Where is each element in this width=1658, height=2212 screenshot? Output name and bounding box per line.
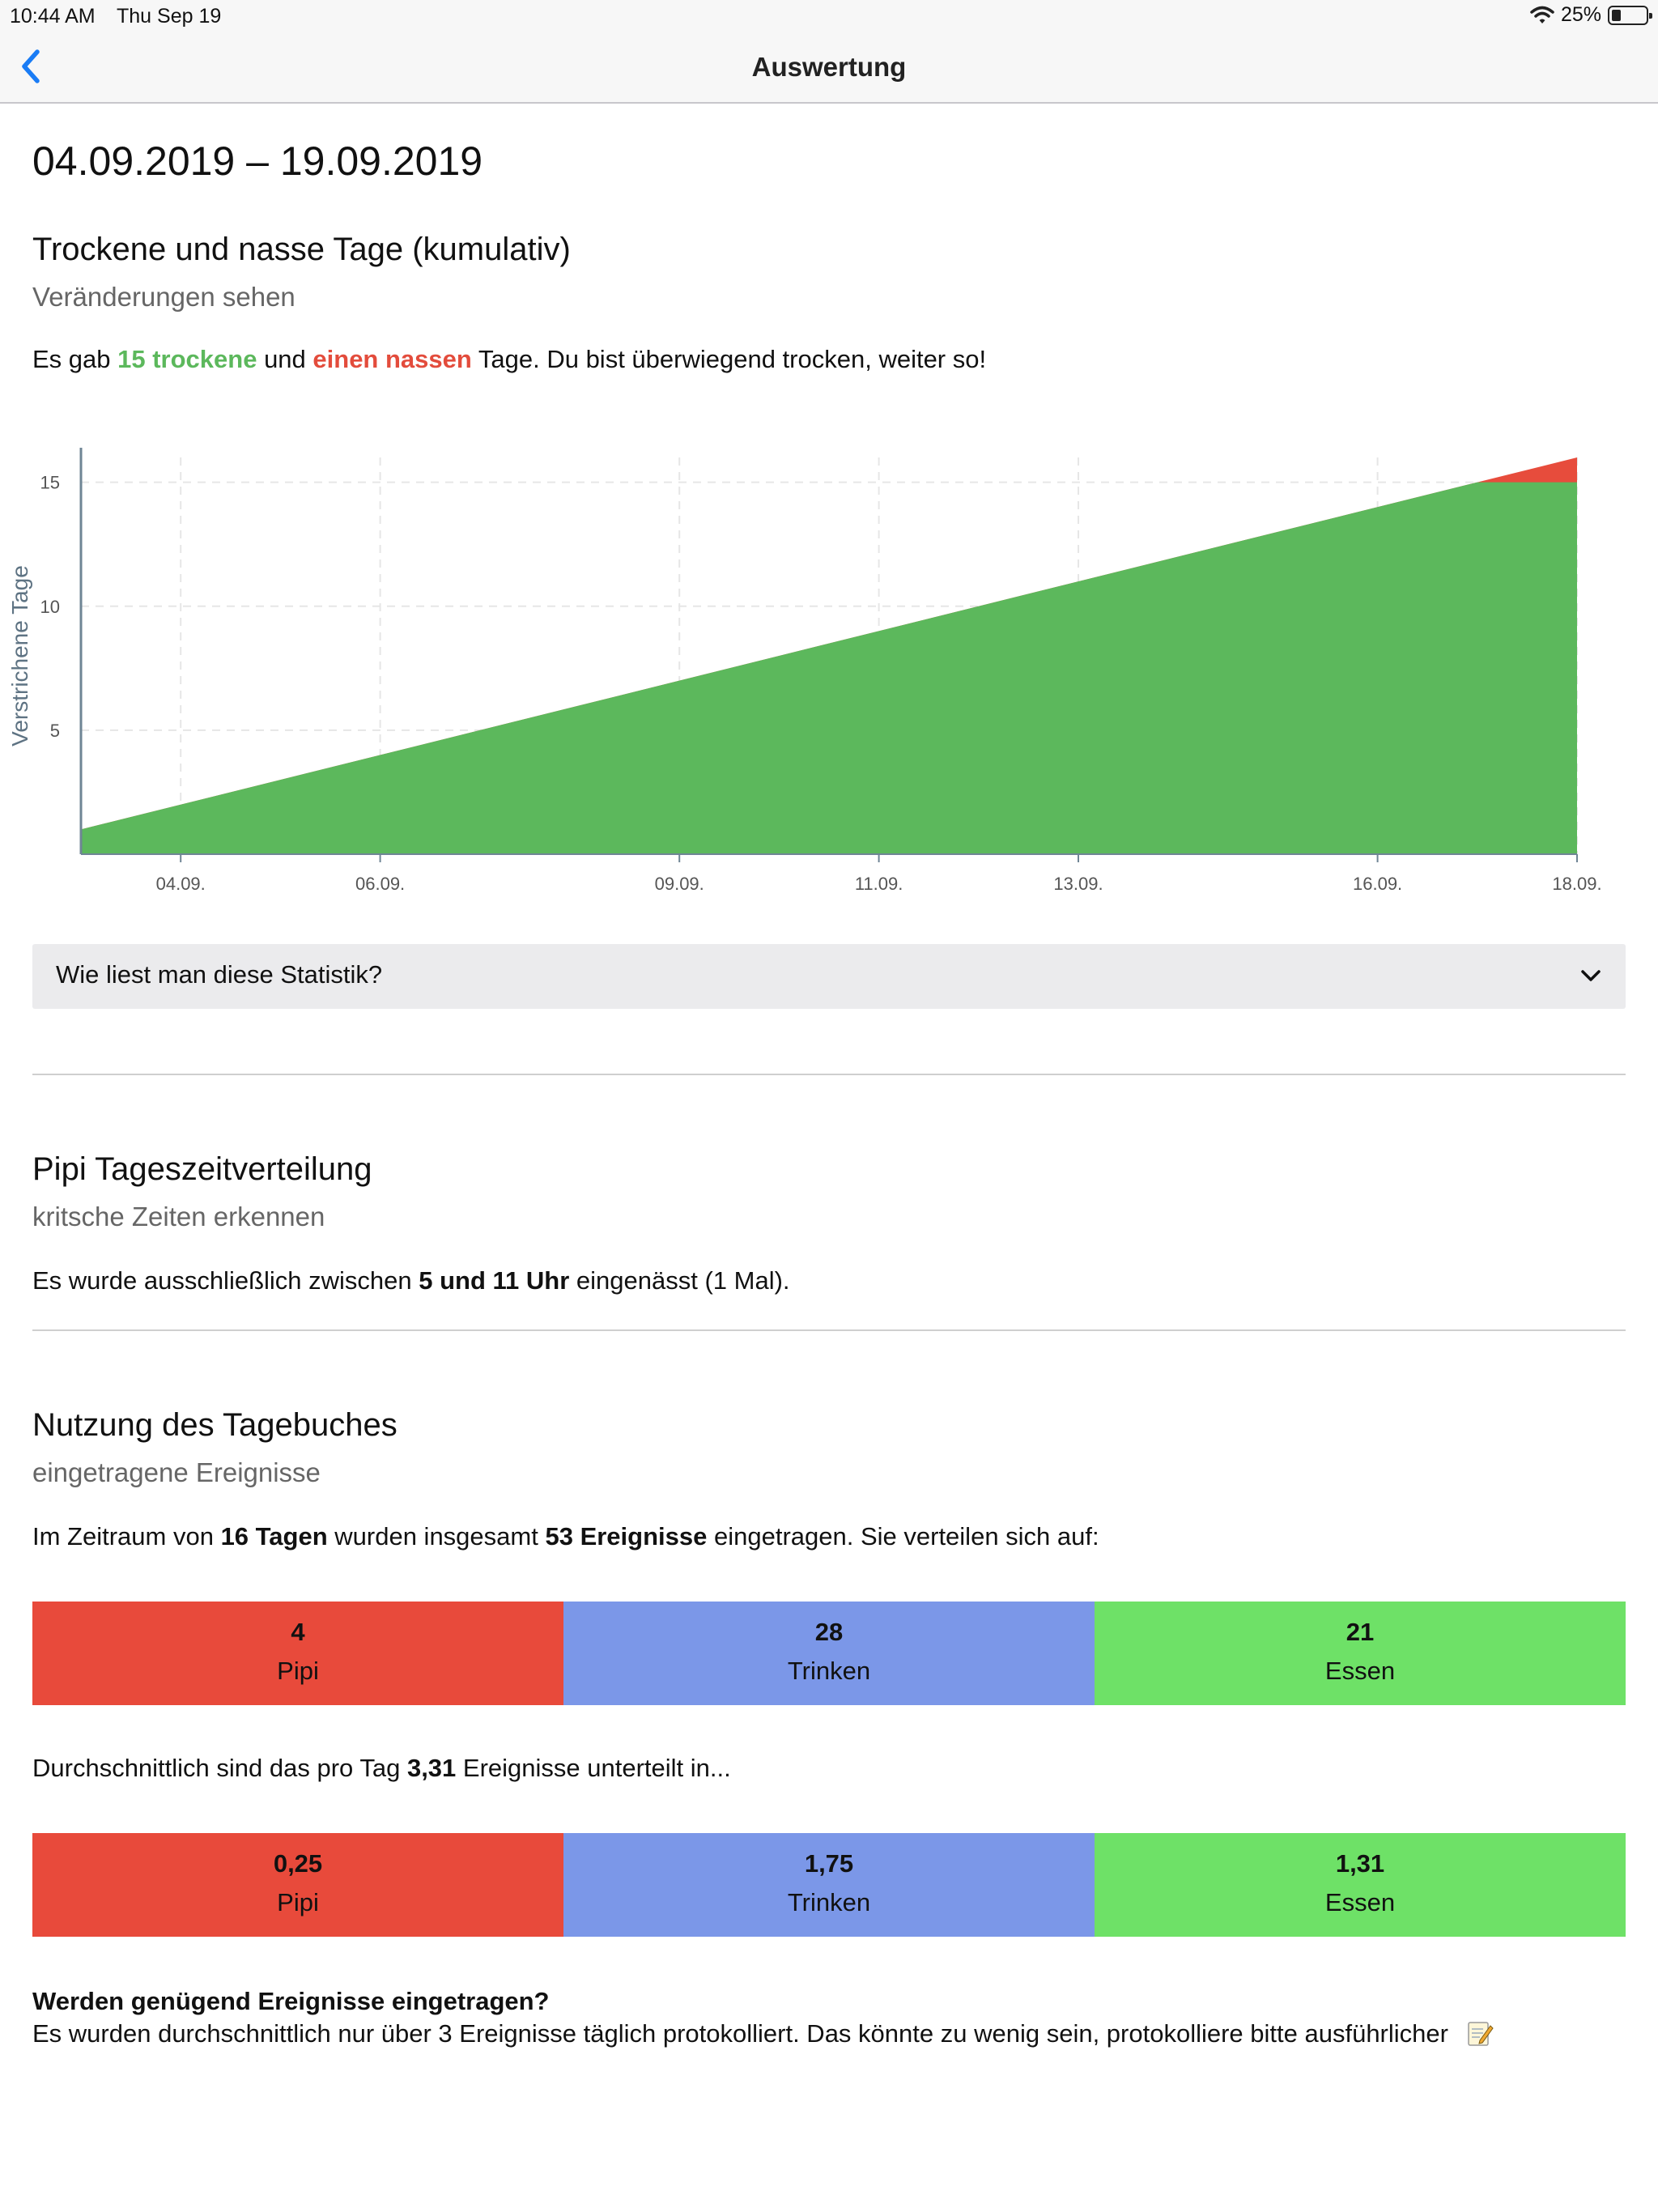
- accordion-label: Wie liest man diese Statistik?: [56, 960, 383, 989]
- divider: [32, 1074, 1626, 1075]
- x-tick-label: 04.09.: [156, 874, 206, 894]
- dry-wet-summary: Es gab 15 trockene und einen nassen Tage…: [32, 345, 987, 373]
- totals-trinken-segment: 28 Trinken: [563, 1602, 1095, 1705]
- y-tick-label: 5: [50, 721, 60, 741]
- y-tick-label: 10: [40, 597, 60, 617]
- y-axis-label: Verstrichene Tage: [7, 565, 32, 747]
- event-totals-bar: 4 Pipi 28 Trinken 21 Essen: [32, 1602, 1626, 1705]
- battery-percent: 25%: [1560, 3, 1601, 26]
- dry-wet-title: Trockene und nasse Tage (kumulativ): [32, 232, 571, 267]
- x-tick-label: 11.09.: [855, 874, 903, 894]
- question-heading: Werden genügend Ereignisse eingetragen?: [32, 1987, 550, 2015]
- usage-title: Nutzung des Tagebuches: [32, 1407, 397, 1443]
- memo-icon: [1467, 2022, 1494, 2046]
- avg-essen-segment: 1,31 Essen: [1095, 1833, 1626, 1937]
- battery-icon: [1608, 5, 1652, 25]
- x-tick-label: 18.09.: [1552, 874, 1601, 894]
- avg-pipi-segment: 0,25 Pipi: [32, 1833, 563, 1937]
- dry-count: 15 trockene: [117, 345, 257, 373]
- back-chevron-icon[interactable]: [8, 42, 57, 91]
- question-answer: Es wurden durchschnittlich nur über 3 Er…: [32, 2018, 1494, 2048]
- statistics-help-accordion[interactable]: Wie liest man diese Statistik?: [32, 944, 1626, 1009]
- status-time: 10:44 AM: [10, 5, 96, 28]
- status-right: 25%: [1530, 3, 1652, 27]
- x-tick-label: 13.09.: [1053, 874, 1103, 894]
- status-date: Thu Sep 19: [117, 5, 222, 28]
- pipi-subtitle: kritsche Zeiten erkennen: [32, 1202, 325, 1231]
- x-tick-label: 06.09.: [355, 874, 405, 894]
- navigation-bar: Auswertung: [0, 32, 1658, 104]
- date-range: 04.09.2019 – 19.09.2019: [32, 138, 483, 184]
- dry-wet-subtitle: Veränderungen sehen: [32, 282, 295, 312]
- x-tick-label: 16.09.: [1353, 874, 1402, 894]
- wet-count: einen nassen: [312, 345, 472, 373]
- usage-summary: Im Zeitraum von 16 Tagen wurden insgesam…: [32, 1522, 1099, 1551]
- series-area-dry: [81, 482, 1577, 854]
- nav-title: Auswertung: [751, 52, 907, 82]
- chevron-down-icon: [1581, 970, 1601, 981]
- totals-pipi-segment: 4 Pipi: [32, 1602, 563, 1705]
- average-summary: Durchschnittlich sind das pro Tag 3,31 E…: [32, 1754, 731, 1782]
- divider: [32, 1329, 1626, 1331]
- pipi-summary: Es wurde ausschließlich zwischen 5 und 1…: [32, 1266, 790, 1295]
- cumulative-days-chart: 5 10 15 04.09. 06.09. 09.09. 11.09. 13.09. 16.09…: [7, 448, 1602, 894]
- pipi-title: Pipi Tageszeitverteilung: [32, 1151, 372, 1187]
- y-tick-label: 15: [40, 473, 60, 493]
- x-tick-label: 09.09.: [655, 874, 704, 894]
- totals-essen-segment: 21 Essen: [1095, 1602, 1626, 1705]
- status-bar: 10:44 AM Thu Sep 19 25%: [0, 0, 1658, 32]
- avg-trinken-segment: 1,75 Trinken: [563, 1833, 1095, 1937]
- usage-subtitle: eingetragene Ereignisse: [32, 1457, 321, 1487]
- wifi-icon: [1530, 6, 1554, 23]
- event-averages-bar: 0,25 Pipi 1,75 Trinken 1,31 Essen: [32, 1833, 1626, 1937]
